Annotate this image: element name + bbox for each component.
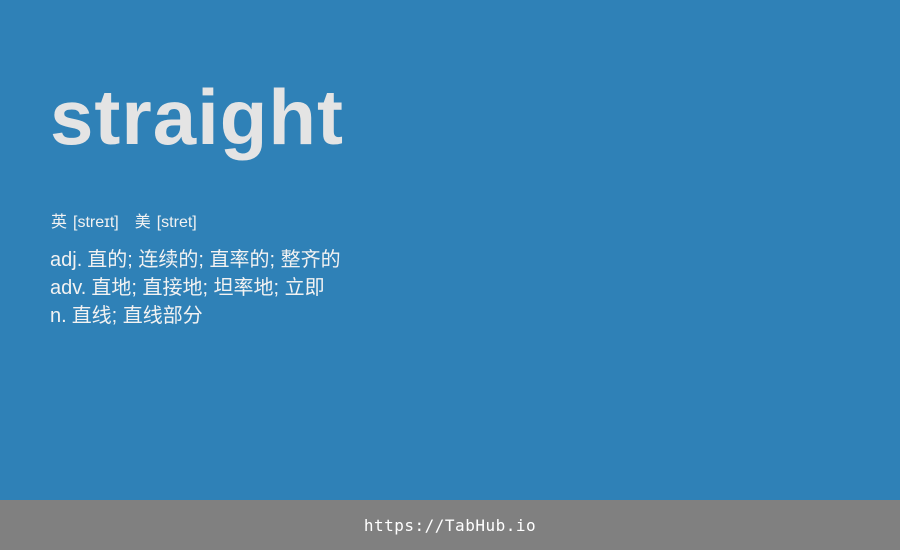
phonetic-us-ipa: [stret]	[156, 214, 197, 231]
definition-pos: adj.	[50, 249, 83, 271]
word-card: straight 英 [streɪt] 美 [stret] adj. 直的; 连续的; …	[50, 73, 345, 330]
phonetic-us: 美 [stret]	[135, 214, 197, 231]
phonetic-us-label: 美	[134, 214, 151, 231]
phonetic-uk: 英 [streɪt]	[51, 214, 119, 231]
definition-n: n. 直线; 直线部分	[50, 302, 341, 330]
phonetic-uk-label: 英	[51, 214, 68, 231]
definition-pos: n.	[50, 305, 67, 327]
definition-adj: adj. 直的; 连续的; 直率的; 整齐的	[50, 246, 341, 274]
definition-meaning: 直线; 直线部分	[71, 305, 203, 327]
headword: straight	[50, 73, 345, 161]
definition-adv: adv. 直地; 直接地; 坦率地; 立即	[50, 274, 341, 302]
definitions-list: adj. 直的; 连续的; 直率的; 整齐的 adv. 直地; 直接地; 坦率地; …	[50, 246, 341, 330]
phonetics-row: 英 [streɪt] 美 [stret]	[51, 213, 213, 233]
phonetic-uk-ipa: [streɪt]	[73, 214, 119, 231]
definition-meaning: 直的; 连续的; 直率的; 整齐的	[87, 249, 341, 271]
tabhub-link[interactable]: https://TabHub.io	[363, 515, 537, 535]
definition-meaning: 直地; 直接地; 坦率地; 立即	[91, 277, 325, 299]
footer-bar: https://TabHub.io	[0, 500, 900, 550]
definition-pos: adv.	[50, 277, 87, 299]
